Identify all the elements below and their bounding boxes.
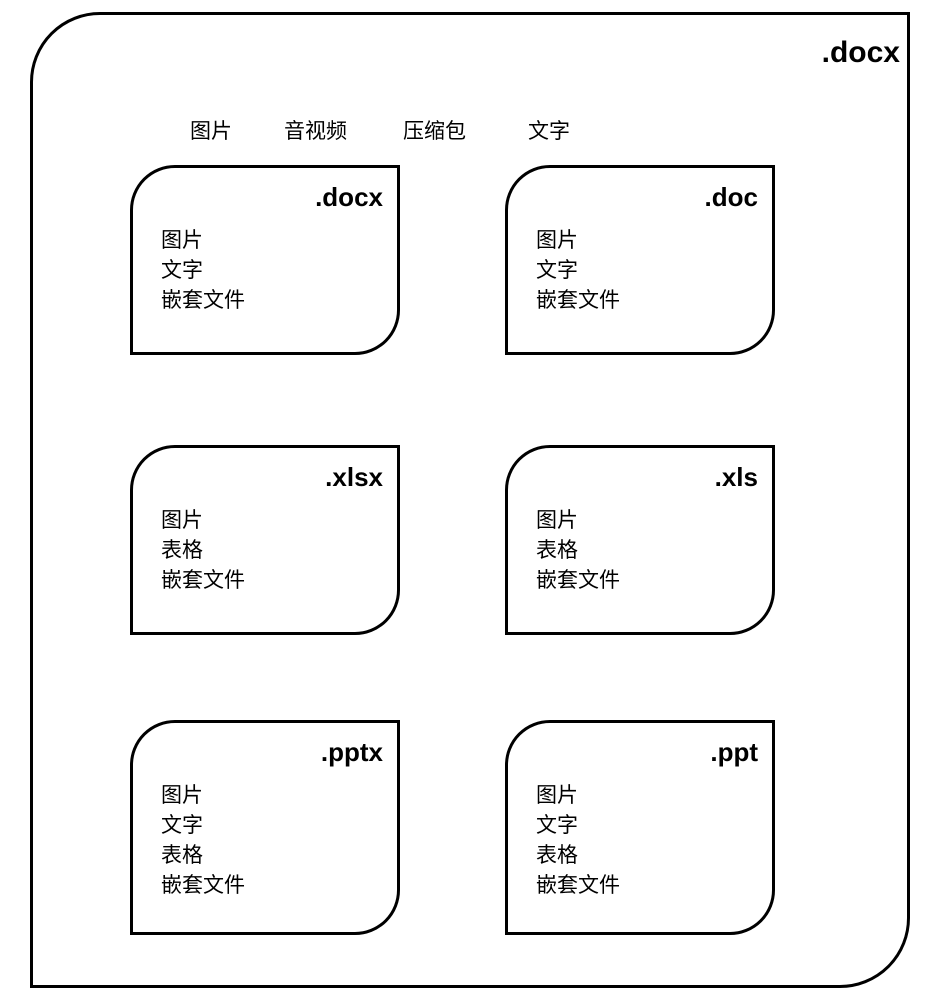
file-content-line: 图片 [161, 506, 245, 536]
file-box-xlsx: .xlsx 图片表格嵌套文件 [130, 445, 400, 635]
file-box-doc: .doc 图片文字嵌套文件 [505, 165, 775, 355]
file-ext-label: .pptx [321, 737, 383, 768]
file-ext-label: .docx [315, 182, 383, 213]
file-content-list: 图片表格嵌套文件 [161, 506, 245, 596]
file-content-line: 嵌套文件 [536, 871, 620, 901]
top-category-item: 文字 [528, 115, 570, 145]
file-content-line: 文字 [536, 256, 620, 286]
file-content-line: 图片 [161, 781, 245, 811]
file-ext-label: .ppt [710, 737, 758, 768]
file-content-line: 图片 [536, 226, 620, 256]
file-content-list: 图片文字表格嵌套文件 [536, 781, 620, 901]
file-box-docx: .docx 图片文字嵌套文件 [130, 165, 400, 355]
file-content-line: 文字 [161, 256, 245, 286]
file-content-line: 嵌套文件 [161, 566, 245, 596]
file-box-ppt: .ppt 图片文字表格嵌套文件 [505, 720, 775, 935]
top-category-item: 压缩包 [403, 115, 466, 145]
file-ext-label: .xls [715, 462, 758, 493]
file-content-line: 文字 [161, 811, 245, 841]
file-content-line: 图片 [536, 781, 620, 811]
file-content-line: 文字 [536, 811, 620, 841]
file-content-list: 图片文字嵌套文件 [536, 226, 620, 316]
top-category-item: 图片 [190, 115, 232, 145]
outer-title: .docx [750, 36, 900, 70]
diagram-canvas: .docx 图片音视频压缩包文字 .docx图片文字嵌套文件.doc图片文字嵌套… [0, 0, 935, 1000]
file-content-line: 表格 [161, 841, 245, 871]
file-ext-label: .doc [705, 182, 758, 213]
file-content-line: 图片 [161, 226, 245, 256]
file-content-line: 图片 [536, 506, 620, 536]
file-content-list: 图片文字嵌套文件 [161, 226, 245, 316]
file-content-list: 图片表格嵌套文件 [536, 506, 620, 596]
file-box-xls: .xls 图片表格嵌套文件 [505, 445, 775, 635]
file-content-list: 图片文字表格嵌套文件 [161, 781, 245, 901]
file-content-line: 表格 [161, 536, 245, 566]
file-content-line: 嵌套文件 [161, 871, 245, 901]
file-content-line: 嵌套文件 [536, 566, 620, 596]
file-box-pptx: .pptx 图片文字表格嵌套文件 [130, 720, 400, 935]
file-ext-label: .xlsx [325, 462, 383, 493]
file-content-line: 嵌套文件 [161, 286, 245, 316]
file-content-line: 嵌套文件 [536, 286, 620, 316]
file-content-line: 表格 [536, 536, 620, 566]
file-content-line: 表格 [536, 841, 620, 871]
top-category-item: 音视频 [284, 115, 347, 145]
top-category-row: 图片 音视频 压缩包 文字 [190, 115, 570, 145]
